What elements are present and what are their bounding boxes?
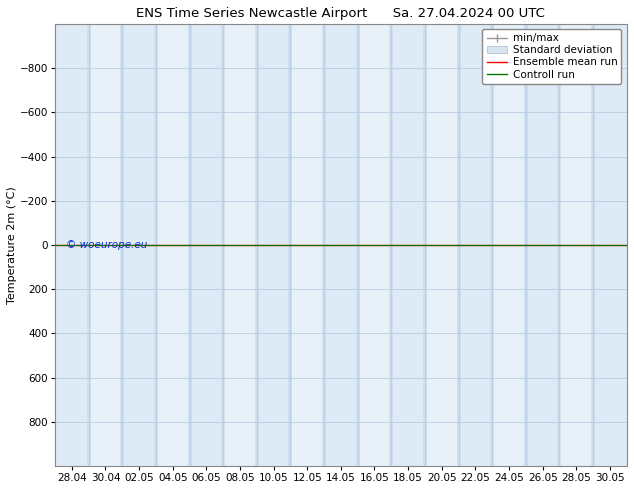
Bar bbox=[593, 24, 626, 466]
Bar bbox=[122, 24, 156, 466]
Bar bbox=[324, 24, 358, 466]
Bar bbox=[524, 24, 528, 466]
Bar bbox=[221, 24, 225, 466]
Bar bbox=[526, 24, 559, 466]
Bar bbox=[593, 24, 626, 466]
Bar bbox=[223, 24, 257, 466]
Bar bbox=[557, 24, 562, 466]
Bar bbox=[154, 24, 158, 466]
Bar bbox=[87, 24, 91, 466]
Bar bbox=[423, 24, 427, 466]
Y-axis label: Temperature 2m (°C): Temperature 2m (°C) bbox=[7, 186, 17, 304]
Bar bbox=[526, 24, 559, 466]
Bar bbox=[356, 24, 359, 466]
Bar bbox=[492, 24, 526, 466]
Bar bbox=[255, 24, 259, 466]
Bar bbox=[257, 24, 290, 466]
Bar bbox=[288, 24, 292, 466]
Legend: min/max, Standard deviation, Ensemble mean run, Controll run: min/max, Standard deviation, Ensemble me… bbox=[482, 29, 621, 84]
Bar bbox=[458, 24, 492, 466]
Bar bbox=[188, 24, 191, 466]
Bar bbox=[257, 24, 290, 466]
Title: ENS Time Series Newcastle Airport      Sa. 27.04.2024 00 UTC: ENS Time Series Newcastle Airport Sa. 27… bbox=[136, 7, 545, 20]
Bar bbox=[425, 24, 458, 466]
Bar bbox=[391, 24, 425, 466]
Bar bbox=[156, 24, 190, 466]
Bar bbox=[55, 24, 89, 466]
Bar bbox=[456, 24, 460, 466]
Bar bbox=[190, 24, 223, 466]
Bar bbox=[89, 24, 122, 466]
Bar bbox=[458, 24, 492, 466]
Bar bbox=[190, 24, 223, 466]
Bar bbox=[122, 24, 156, 466]
Bar bbox=[324, 24, 358, 466]
Bar bbox=[55, 24, 89, 466]
Bar bbox=[290, 24, 324, 466]
Bar bbox=[591, 24, 595, 466]
Bar bbox=[120, 24, 124, 466]
Bar bbox=[389, 24, 393, 466]
Text: © woeurope.eu: © woeurope.eu bbox=[67, 240, 148, 250]
Bar bbox=[559, 24, 593, 466]
Bar bbox=[322, 24, 326, 466]
Bar bbox=[391, 24, 425, 466]
Bar bbox=[358, 24, 391, 466]
Bar bbox=[490, 24, 495, 466]
